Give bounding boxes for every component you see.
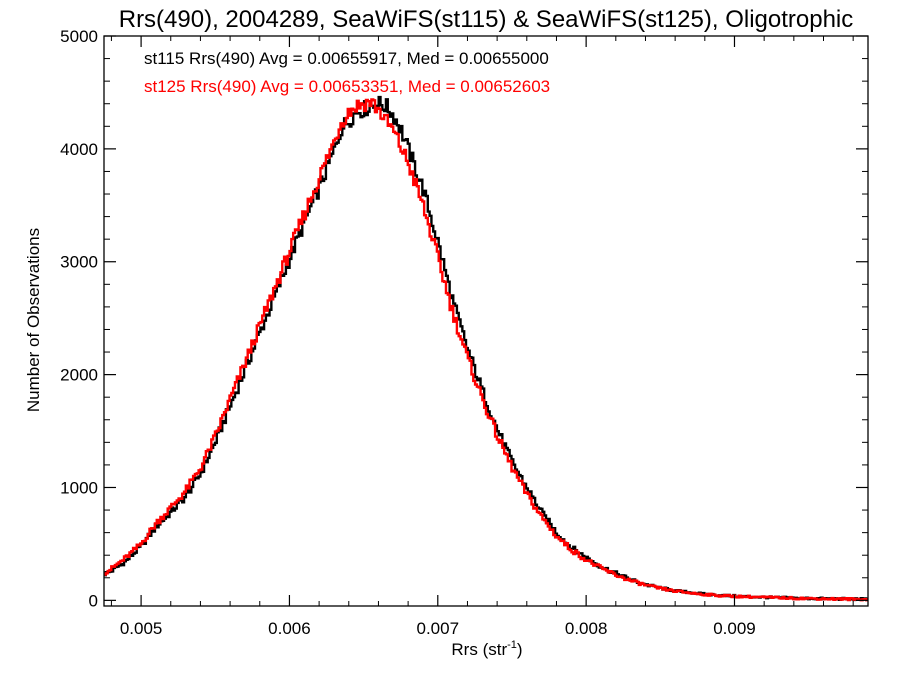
x-axis-label-sup: -1 [507, 639, 517, 651]
y-tick-label: 3000 [60, 253, 98, 272]
x-axis-label: Rrs (str-1) [451, 639, 522, 659]
x-axis-label-close: ) [517, 640, 523, 659]
x-tick-label: 0.005 [120, 619, 163, 638]
x-tick-label: 0.009 [713, 619, 756, 638]
x-tick-label: 0.008 [565, 619, 608, 638]
axes: 0.005 0.006 0.007 0.008 0.009 0 1000 2000 3000 40… [60, 27, 869, 638]
x-tick-label: 0.006 [268, 619, 311, 638]
series-layer [104, 95, 868, 602]
chart-title: Rrs(490), 2004289, SeaWiFS(st115) & SeaW… [119, 6, 854, 33]
y-tick-label: 4000 [60, 140, 98, 159]
legend-annotations: st115 Rrs(490) Avg = 0.00655917, Med = 0… [144, 49, 550, 96]
annotation-st115: st115 Rrs(490) Avg = 0.00655917, Med = 0… [144, 49, 549, 68]
series-1-step-line [104, 95, 868, 602]
plot-frame [103, 35, 869, 607]
y-tick-label: 2000 [60, 366, 98, 385]
y-tick-label: 1000 [60, 478, 98, 497]
y-tick-label: 5000 [60, 27, 98, 46]
x-tick-label: 0.007 [417, 619, 460, 638]
annotation-st125: st125 Rrs(490) Avg = 0.00653351, Med = 0… [144, 77, 550, 96]
series-2-step-line [104, 98, 868, 602]
y-axis-label: Number of Observations [24, 228, 43, 412]
y-tick-label: 0 [89, 591, 98, 610]
x-axis-label-main: Rrs (str [451, 640, 507, 659]
